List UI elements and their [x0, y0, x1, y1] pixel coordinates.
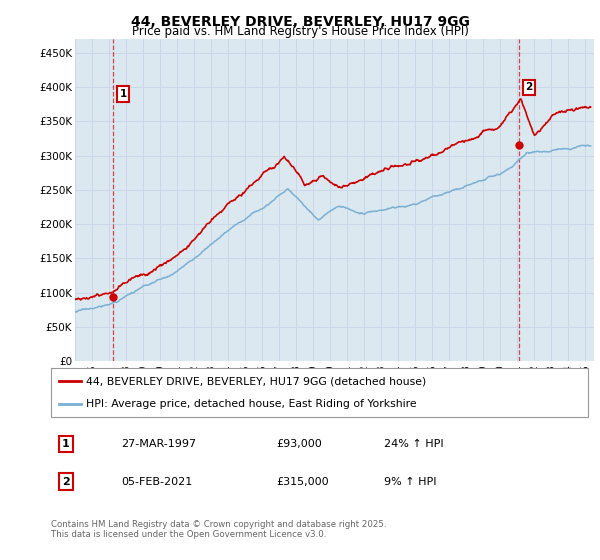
- Text: HPI: Average price, detached house, East Riding of Yorkshire: HPI: Average price, detached house, East…: [86, 399, 416, 409]
- Text: 2: 2: [62, 477, 70, 487]
- Text: Price paid vs. HM Land Registry's House Price Index (HPI): Price paid vs. HM Land Registry's House …: [131, 25, 469, 38]
- Text: 44, BEVERLEY DRIVE, BEVERLEY, HU17 9GG (detached house): 44, BEVERLEY DRIVE, BEVERLEY, HU17 9GG (…: [86, 376, 426, 386]
- Text: 27-MAR-1997: 27-MAR-1997: [121, 438, 196, 449]
- Text: 44, BEVERLEY DRIVE, BEVERLEY, HU17 9GG: 44, BEVERLEY DRIVE, BEVERLEY, HU17 9GG: [131, 15, 469, 29]
- Text: 05-FEB-2021: 05-FEB-2021: [121, 477, 192, 487]
- Text: £315,000: £315,000: [277, 477, 329, 487]
- Text: 1: 1: [62, 438, 70, 449]
- Text: 24% ↑ HPI: 24% ↑ HPI: [384, 438, 443, 449]
- Text: £93,000: £93,000: [277, 438, 322, 449]
- Text: 2: 2: [526, 82, 533, 92]
- Text: 1: 1: [119, 89, 127, 99]
- Text: Contains HM Land Registry data © Crown copyright and database right 2025.
This d: Contains HM Land Registry data © Crown c…: [51, 520, 386, 539]
- Text: 9% ↑ HPI: 9% ↑ HPI: [384, 477, 436, 487]
